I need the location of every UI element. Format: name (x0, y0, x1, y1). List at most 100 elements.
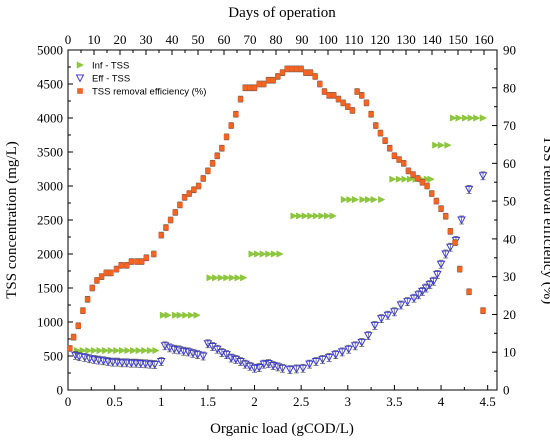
right-tick-label: 70 (503, 118, 516, 133)
removal-efficiency-point (113, 266, 120, 272)
top-tick-label: 30 (140, 32, 153, 47)
inf-tss-point (206, 274, 214, 282)
legend-label-2: Eff - TSS (92, 74, 130, 85)
top-tick-label: 20 (114, 32, 127, 47)
removal-efficiency-point (177, 202, 183, 208)
removal-efficiency-point (307, 69, 314, 76)
eff-tss-point (318, 355, 327, 364)
removal-efficiency-point (205, 168, 211, 174)
top-tick-label: 140 (422, 32, 442, 47)
inf-tss-point (296, 212, 304, 220)
inf-tss-point (141, 346, 149, 355)
inf-tss-point (248, 250, 256, 258)
removal-efficiency-point (128, 258, 135, 265)
removal-efficiency-point (410, 171, 416, 178)
eff-tss-point (432, 270, 442, 279)
eff-tss-point (464, 185, 474, 194)
eff-tss-point (89, 355, 99, 364)
eff-tss-point (429, 277, 438, 286)
eff-tss-point (409, 294, 419, 303)
inf-tss-point (164, 311, 172, 319)
right-axis-ticks: 0 10 20 30 40 50 60 70 80 90 (492, 43, 516, 398)
inf-tss-point (228, 274, 237, 282)
inf-tss-point (359, 195, 367, 204)
x-tick-label: 0 (65, 394, 72, 409)
eff-tss-point (446, 243, 455, 252)
removal-efficiency-point (321, 88, 328, 95)
inf-tss-point (176, 311, 184, 319)
eff-tss-point (254, 364, 264, 373)
inf-tss-point (240, 274, 248, 282)
inf-tss-point (444, 141, 452, 149)
left-tick-label: 4000 (37, 111, 63, 126)
inf-tss-point (462, 114, 470, 122)
eff-tss-point (131, 359, 141, 368)
inf-tss-point (407, 175, 415, 183)
eff-tss-point (344, 345, 354, 354)
removal-efficiency-point (219, 145, 225, 151)
removal-efficiency-point (228, 122, 234, 129)
inf-tss-point (395, 175, 404, 183)
removal-efficiency-point (414, 175, 421, 182)
inf-tss-point (467, 114, 475, 122)
legend: Inf - TSS Eff - TSS TSS removal efficiency… (75, 61, 206, 98)
eff-tss-point (278, 364, 287, 373)
eff-tss-point (127, 359, 136, 368)
removal-efficiency-point (158, 232, 165, 238)
removal-efficiency-point (80, 307, 86, 314)
inf-tss-point (378, 195, 386, 204)
removal-efficiency-point (335, 96, 342, 102)
eff-tss-point (250, 364, 259, 373)
top-tick-label: 150 (448, 32, 468, 47)
removal-efficiency-point (75, 323, 82, 329)
top-tick-label: 90 (296, 32, 309, 47)
removal-efficiency-point (466, 289, 472, 295)
eff-tss-point (156, 357, 166, 366)
removal-efficiency-point (191, 187, 197, 193)
removal-efficiency-point (103, 270, 109, 276)
x-tick-label: 3 (345, 394, 352, 409)
eff-tss-point (370, 321, 380, 330)
removal-efficiency-point (108, 270, 114, 276)
top-tick-label: 10 (88, 32, 101, 47)
top-tick-label: 60 (218, 32, 231, 47)
inf-tss-point (301, 212, 309, 220)
removal-efficiency-point (433, 198, 440, 204)
inf-tss-point (159, 311, 168, 319)
top-tick-label: 40 (166, 32, 179, 47)
removal-efficiency-point (293, 66, 300, 72)
removal-efficiency-point (368, 111, 374, 117)
eff-tss-point (99, 357, 108, 366)
removal-efficiency-point (233, 111, 239, 117)
removal-efficiency-point (428, 190, 435, 197)
eff-tss-point (141, 360, 150, 369)
left-tick-label: 4500 (37, 77, 63, 92)
removal-efficiency-point (270, 77, 276, 83)
right-tick-label: 0 (503, 383, 510, 398)
removal-efficiency-point (242, 85, 248, 91)
inf-tss-point (479, 114, 488, 122)
inf-tss-point (329, 212, 337, 220)
removal-efficiency-point (251, 85, 258, 91)
eff-tss-point (259, 360, 269, 369)
removal-efficiency-point (118, 262, 124, 269)
removal-efficiency-point (331, 92, 337, 99)
left-axis-title: TSS concentration (mg/L) (4, 141, 20, 298)
removal-efficiency-point (438, 205, 444, 212)
removal-efficiency-point (247, 85, 253, 91)
eff-tss-point (169, 345, 179, 354)
removal-efficiency-point (84, 296, 91, 303)
removal-efficiency-point (387, 145, 393, 151)
inf-tss-point (135, 346, 143, 355)
removal-efficiency-point (447, 228, 454, 235)
removal-efficiency-point (214, 153, 220, 159)
inf-tss-point (96, 346, 104, 355)
removal-efficiency-point (419, 179, 426, 185)
top-tick-label: 160 (474, 32, 494, 47)
eff-tss-point (331, 351, 340, 360)
top-axis-title: Days of operation (228, 5, 336, 21)
inf-tss-point (146, 346, 155, 355)
removal-efficiency-point (312, 73, 318, 80)
x-tick-label: 4.5 (480, 394, 496, 409)
removal-efficiency-point (181, 194, 188, 201)
